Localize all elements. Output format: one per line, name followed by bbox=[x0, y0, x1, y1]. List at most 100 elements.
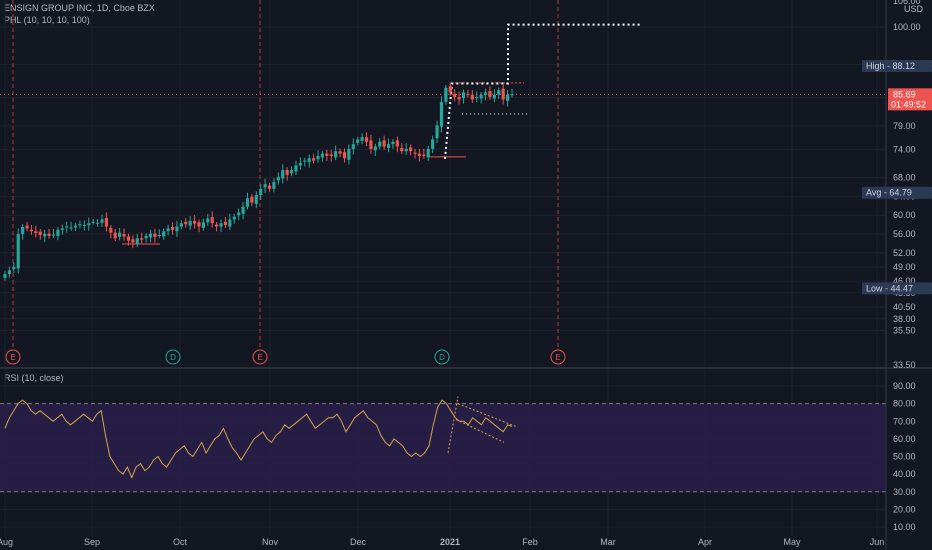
candle-body bbox=[184, 221, 188, 225]
candle bbox=[100, 214, 104, 227]
candle bbox=[404, 143, 408, 155]
candle bbox=[501, 84, 505, 105]
high-badge-text: High - 88.12 bbox=[866, 61, 915, 71]
candle bbox=[215, 221, 219, 232]
candle bbox=[364, 132, 369, 147]
candle-body bbox=[166, 228, 170, 232]
candle bbox=[303, 157, 307, 167]
candle-body bbox=[272, 181, 276, 189]
low-badge: Low - 44.47 bbox=[862, 282, 932, 295]
marker-circle bbox=[252, 349, 268, 365]
candle bbox=[95, 219, 100, 227]
candle bbox=[435, 120, 439, 143]
candle-body bbox=[289, 170, 294, 174]
candle-body bbox=[250, 196, 254, 203]
candle-body bbox=[215, 224, 219, 227]
candle-body bbox=[329, 154, 333, 156]
candle-body bbox=[148, 233, 153, 238]
marker-circle bbox=[5, 349, 21, 365]
candle bbox=[369, 134, 373, 154]
candle-body bbox=[21, 227, 25, 235]
candle bbox=[479, 91, 483, 104]
time-tick-label: Apr bbox=[698, 537, 712, 547]
candle-body bbox=[479, 94, 483, 99]
candle-body bbox=[47, 233, 51, 236]
candle bbox=[250, 194, 254, 207]
candle-body bbox=[298, 163, 302, 166]
candle-body bbox=[316, 155, 320, 160]
price-axis: 100.0092.0085.0079.0074.0068.0064.0060.0… bbox=[893, 0, 924, 370]
current-price-value: 85.69 bbox=[893, 89, 916, 99]
candle-body bbox=[470, 94, 474, 100]
rsi-band bbox=[0, 403, 886, 492]
candle bbox=[140, 232, 144, 244]
candle bbox=[237, 208, 241, 221]
candle bbox=[232, 213, 236, 224]
candle-body bbox=[307, 158, 311, 163]
candle bbox=[21, 224, 25, 240]
candle-body bbox=[7, 270, 12, 275]
time-tick-label: Jun bbox=[870, 537, 885, 547]
avg-badge-box bbox=[862, 186, 932, 199]
candle bbox=[281, 164, 285, 184]
price-tick-label: 100.00 bbox=[893, 22, 921, 32]
candle bbox=[342, 148, 347, 163]
time-tick-label: Nov bbox=[262, 537, 279, 547]
candle-body bbox=[12, 267, 16, 269]
candle-body bbox=[82, 225, 86, 227]
rsi-tick-label: 60.00 bbox=[893, 434, 916, 444]
candle bbox=[65, 221, 69, 233]
candle-body bbox=[501, 88, 505, 100]
candle-body bbox=[263, 184, 267, 188]
candle bbox=[135, 233, 139, 247]
candle-body bbox=[303, 160, 307, 162]
candle-body bbox=[232, 216, 236, 220]
candle-body bbox=[338, 151, 342, 154]
price-tick-label: 35.50 bbox=[893, 326, 916, 336]
candle bbox=[7, 266, 12, 278]
candle bbox=[347, 144, 351, 165]
candle bbox=[104, 212, 108, 232]
high-badge: High - 88.12 bbox=[862, 60, 932, 72]
candle bbox=[162, 228, 166, 240]
time-tick-label: May bbox=[783, 537, 801, 547]
high-badge-box bbox=[862, 60, 932, 72]
candle bbox=[43, 229, 47, 243]
candle bbox=[184, 218, 188, 228]
candle-body bbox=[60, 228, 64, 230]
candle bbox=[426, 146, 430, 161]
rsi-tick-label: 90.00 bbox=[893, 381, 916, 391]
candle bbox=[453, 89, 457, 102]
rsi-tick-label: 30.00 bbox=[893, 487, 916, 497]
candle-body bbox=[360, 137, 364, 141]
candle bbox=[373, 143, 377, 156]
candle bbox=[378, 138, 382, 150]
candle bbox=[488, 86, 492, 100]
price-tick-label: 49.00 bbox=[893, 262, 916, 272]
candle-body bbox=[126, 236, 131, 241]
rsi-line bbox=[4, 399, 513, 479]
candle-body bbox=[118, 232, 122, 237]
candle bbox=[409, 144, 413, 156]
candle-body bbox=[162, 231, 166, 237]
candle-body bbox=[483, 92, 488, 95]
candle bbox=[338, 148, 342, 158]
candle-body bbox=[140, 238, 144, 240]
candle-body bbox=[73, 225, 78, 228]
candle-body bbox=[373, 146, 377, 151]
candle-body bbox=[334, 151, 338, 158]
candle bbox=[219, 219, 223, 233]
candle bbox=[307, 154, 311, 168]
candle-body bbox=[104, 218, 108, 227]
low-badge-box bbox=[862, 282, 932, 295]
rsi-channel-line bbox=[455, 419, 505, 443]
price-tick-label: 40.50 bbox=[893, 302, 916, 312]
candle bbox=[118, 227, 122, 241]
rsi-title: RSI (10, close) bbox=[4, 373, 64, 383]
candle bbox=[267, 182, 272, 192]
candle-body bbox=[109, 227, 113, 233]
candle-body bbox=[237, 212, 241, 216]
candle-body bbox=[122, 234, 126, 237]
